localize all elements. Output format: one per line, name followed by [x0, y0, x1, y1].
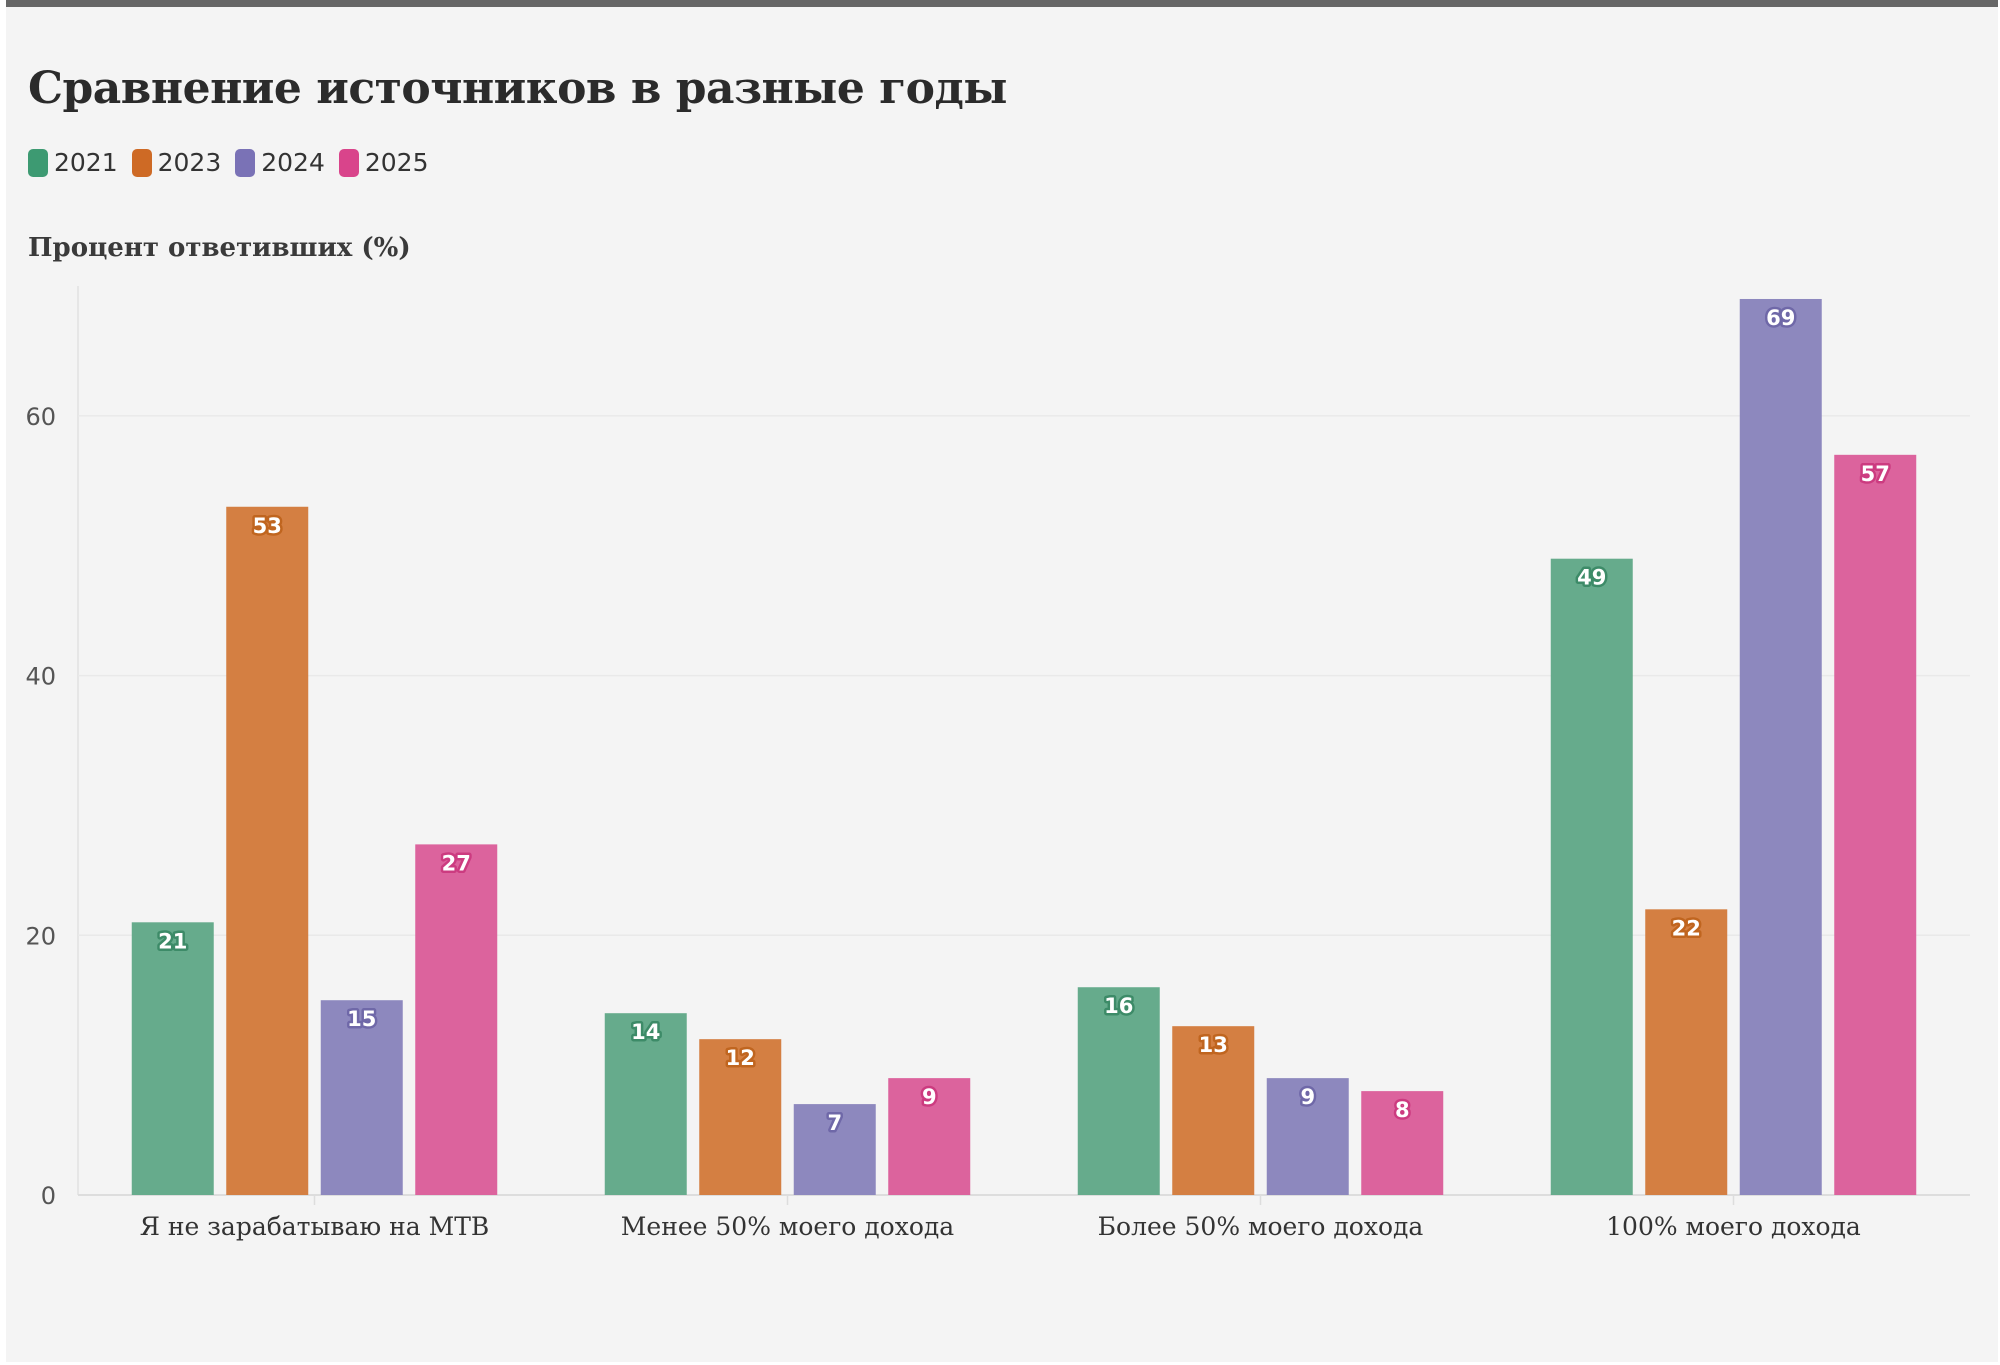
- bar: [226, 506, 309, 1195]
- x-category-label: Менее 50% моего дохода: [621, 1212, 954, 1241]
- bar-data-label: 12: [726, 1046, 755, 1070]
- bar: [415, 844, 498, 1195]
- bar: [320, 1000, 403, 1195]
- y-tick-label: 40: [25, 663, 56, 691]
- legend-label: 2024: [261, 148, 325, 177]
- bar: [1077, 987, 1160, 1195]
- legend-label: 2025: [364, 148, 429, 177]
- bar: [699, 1039, 782, 1195]
- legend-item-2023[interactable]: 2023: [131, 148, 222, 177]
- y-tick-label: 0: [41, 1182, 56, 1210]
- legend-item-2024[interactable]: 2024: [235, 148, 325, 177]
- bar-data-label: 15: [347, 1007, 376, 1031]
- bar-data-label: 14: [631, 1020, 660, 1044]
- bar-data-label: 9: [922, 1085, 937, 1109]
- legend-swatch: [338, 148, 359, 177]
- bar-data-label: 16: [1104, 994, 1133, 1018]
- y-axis-title: Процент ответивших (%): [28, 233, 411, 263]
- x-category-label: Более 50% моего дохода: [1098, 1212, 1424, 1241]
- bar: [1550, 558, 1633, 1195]
- bar: [1645, 909, 1728, 1195]
- bar: [888, 1078, 971, 1195]
- x-category-label: 100% моего дохода: [1606, 1212, 1861, 1241]
- bar-data-label: 69: [1766, 306, 1795, 330]
- legend-item-2021[interactable]: 2021: [28, 148, 118, 177]
- bar: [1739, 298, 1822, 1195]
- legend-swatch: [28, 148, 48, 177]
- bar: [1361, 1091, 1444, 1195]
- bar-data-label: 27: [442, 851, 471, 875]
- chart-title: Сравнение источников в разные годы: [28, 63, 1007, 114]
- bar-data-label: 9: [1300, 1085, 1315, 1109]
- bar: [131, 922, 214, 1195]
- bar-data-label: 7: [827, 1111, 842, 1135]
- legend-label: 2023: [157, 148, 222, 177]
- bar-data-label: 53: [253, 514, 282, 538]
- legend-swatch: [235, 148, 256, 177]
- bar-data-label: 13: [1199, 1033, 1228, 1057]
- y-tick-label: 60: [25, 403, 56, 431]
- legend-item-2025[interactable]: 2025: [338, 148, 429, 177]
- bar: [1172, 1026, 1255, 1195]
- bar-data-label: 57: [1861, 462, 1890, 486]
- bar-data-label: 49: [1577, 566, 1606, 590]
- legend-swatch: [131, 148, 152, 177]
- bar-data-label: 8: [1395, 1098, 1410, 1122]
- bar-data-label: 21: [158, 929, 187, 953]
- bar: [1834, 454, 1917, 1195]
- legend: 2021 2023 2024 2025: [28, 148, 429, 177]
- bar-data-label: 22: [1672, 916, 1701, 940]
- bar: [793, 1104, 876, 1195]
- x-category-label: Я не зарабатываю на МТВ: [140, 1212, 490, 1241]
- bar: [604, 1013, 687, 1195]
- y-tick-label: 20: [25, 922, 56, 950]
- legend-label: 2021: [54, 148, 118, 177]
- bar: [1266, 1078, 1349, 1195]
